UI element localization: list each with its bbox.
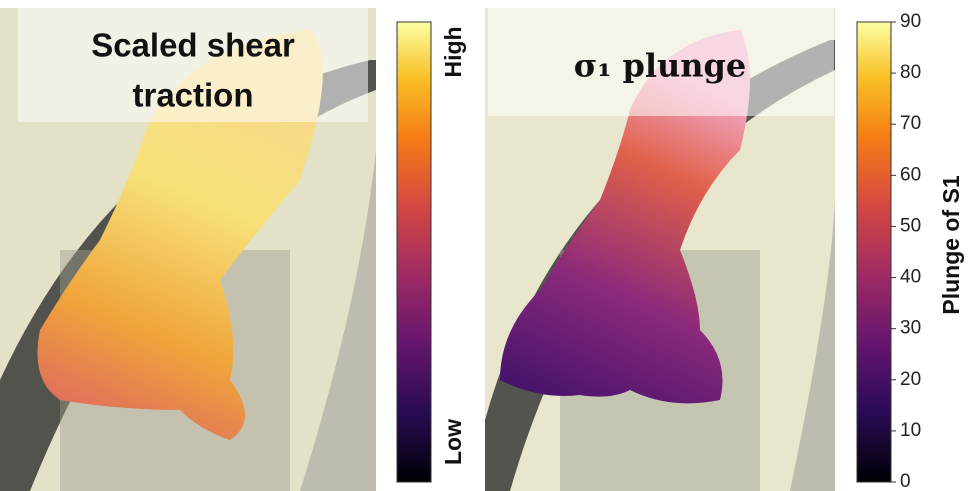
colorbar-label: Low (440, 419, 466, 465)
tick-label: 70 (900, 113, 921, 134)
tick-label: 60 (900, 164, 921, 185)
colorbar (857, 22, 891, 482)
tick-label: 50 (900, 215, 921, 236)
tick-label: 80 (900, 62, 921, 83)
colorbar (397, 22, 431, 482)
panel-title: σ₁ plunge (574, 47, 747, 85)
tick-label: 10 (900, 420, 921, 441)
panel-title: traction (132, 77, 253, 114)
tick-label: 0 (900, 471, 911, 491)
figure: Scaled shear traction High Low σ₁ plunge… (0, 0, 971, 491)
colorbar-label: High (440, 26, 466, 77)
colorbar-title: Plunge of S1 (938, 175, 964, 315)
panel-title: Scaled shear (91, 27, 295, 64)
tick-label: 90 (900, 11, 921, 32)
tick-label: 30 (900, 318, 921, 339)
tick-label: 40 (900, 267, 921, 288)
tick-label: 20 (900, 369, 921, 390)
